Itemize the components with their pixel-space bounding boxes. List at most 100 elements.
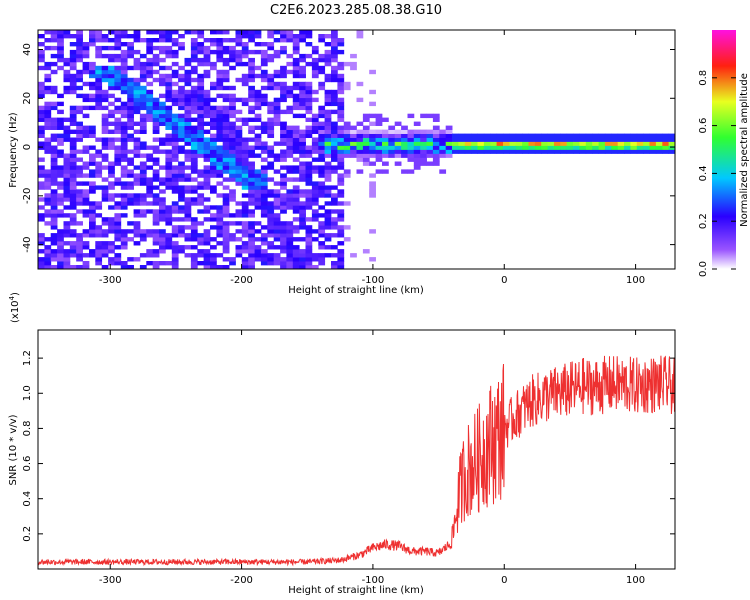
heatmap-cell xyxy=(260,193,268,198)
heatmap-cell xyxy=(299,34,306,39)
heatmap-cell xyxy=(38,105,45,111)
heatmap-cell xyxy=(292,49,300,55)
heatmap-cell xyxy=(95,249,103,254)
heatmap-cell xyxy=(324,61,332,67)
heatmap-cell xyxy=(331,141,338,146)
heatmap-cell xyxy=(171,117,179,122)
heatmap-cell xyxy=(76,233,83,238)
heatmap-cell xyxy=(171,233,179,238)
heatmap-cell xyxy=(197,81,205,87)
heatmap-cell xyxy=(63,169,71,174)
heatmap-cell xyxy=(534,133,542,138)
heatmap-cell xyxy=(579,149,587,154)
heatmap-cell xyxy=(280,97,287,103)
heatmap-cell xyxy=(305,265,313,270)
heatmap-cell xyxy=(343,137,351,142)
heatmap-cell xyxy=(114,205,122,210)
heatmap-cell xyxy=(630,145,638,150)
heatmap-cell xyxy=(318,81,326,87)
heatmap-cell xyxy=(248,221,255,226)
heatmap-cell xyxy=(496,145,504,150)
heatmap-cell xyxy=(432,125,440,130)
heatmap-cell xyxy=(280,257,287,262)
heatmap-cell xyxy=(331,193,338,198)
heatmap-cell xyxy=(38,217,45,222)
heatmap-cell xyxy=(203,229,211,234)
heatmap-cell xyxy=(69,49,77,55)
heatmap-cell xyxy=(108,85,115,91)
heatmap-cell xyxy=(324,201,332,206)
heatmap-cell xyxy=(260,77,268,83)
heatmap-cell xyxy=(248,85,255,91)
heatmap-cell xyxy=(260,233,268,238)
heatmap-cell xyxy=(305,161,313,166)
heatmap-cell xyxy=(178,137,185,142)
heatmap-cell xyxy=(445,137,453,142)
heatmap-cell xyxy=(229,133,236,138)
heatmap-cell xyxy=(267,105,275,111)
heatmap-cell xyxy=(216,137,224,142)
heatmap-cell xyxy=(222,153,230,158)
heatmap-cell xyxy=(299,209,306,214)
heatmap-cell xyxy=(229,137,236,142)
heatmap-cell xyxy=(57,109,64,115)
heatmap-cell xyxy=(184,117,192,122)
heatmap-cell xyxy=(38,81,45,87)
heatmap-cell xyxy=(165,213,173,218)
heatmap-cell xyxy=(127,121,134,126)
heatmap-cell xyxy=(369,113,376,119)
heatmap-cell xyxy=(203,45,211,51)
heatmap-cell xyxy=(267,34,275,39)
heatmap-cell xyxy=(241,42,249,47)
heatmap-cell xyxy=(197,221,205,226)
heatmap-cell xyxy=(171,217,179,222)
heatmap-cell xyxy=(311,97,319,103)
heatmap-cell xyxy=(222,221,230,226)
heatmap-cell xyxy=(662,149,670,154)
heatmap-cell xyxy=(95,241,103,246)
heatmap-cell xyxy=(528,145,536,150)
heatmap-cell xyxy=(337,233,345,238)
heatmap-cell xyxy=(299,89,306,95)
heatmap-cell xyxy=(44,149,52,154)
heatmap-cell xyxy=(432,157,440,162)
heatmap-cell xyxy=(375,129,383,134)
heatmap-cell xyxy=(120,49,128,55)
heatmap-cell xyxy=(159,201,166,206)
heatmap-cell xyxy=(178,185,185,190)
heatmap-cell xyxy=(165,77,173,83)
heatmap-cell xyxy=(152,77,160,83)
heatmap-cell xyxy=(139,117,147,122)
heatmap-cell xyxy=(337,189,345,194)
heatmap-cell xyxy=(159,177,166,182)
heatmap-cell xyxy=(324,101,332,107)
heatmap-cell xyxy=(57,257,64,262)
heatmap-cell xyxy=(44,257,52,262)
heatmap-cell xyxy=(324,117,332,122)
heatmap-cell xyxy=(337,61,345,67)
heatmap-cell xyxy=(369,185,376,190)
heatmap-cell xyxy=(280,241,287,246)
heatmap-cell xyxy=(133,105,141,111)
heatmap-cell xyxy=(267,117,275,122)
heatmap-cell xyxy=(668,141,676,146)
heatmap-cell xyxy=(636,145,644,150)
heatmap-cell xyxy=(305,53,313,59)
heatmap-cell xyxy=(203,145,211,150)
heatmap-cell xyxy=(235,133,243,138)
heatmap-cell xyxy=(273,85,281,91)
heatmap-cell xyxy=(139,177,147,182)
heatmap-cell xyxy=(337,137,345,142)
heatmap-cell xyxy=(38,125,45,130)
heatmap-cell xyxy=(50,105,58,111)
heatmap-cell xyxy=(324,225,332,230)
heatmap-cell xyxy=(95,213,103,218)
heatmap-cell xyxy=(267,125,275,130)
heatmap-cell xyxy=(235,38,243,43)
heatmap-cell xyxy=(375,141,383,146)
heatmap-cell xyxy=(127,34,134,39)
heatmap-cell xyxy=(273,109,281,115)
heatmap-cell xyxy=(356,129,364,134)
heatmap-cell xyxy=(260,181,268,186)
heatmap-cell xyxy=(503,133,510,138)
